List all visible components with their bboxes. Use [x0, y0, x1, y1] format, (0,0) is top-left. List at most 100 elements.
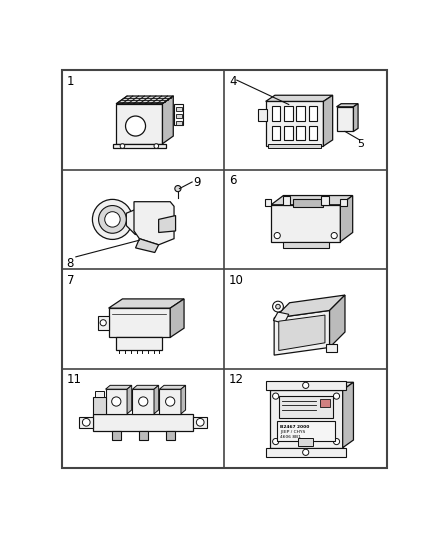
Circle shape: [105, 212, 120, 227]
Circle shape: [175, 185, 181, 192]
Bar: [272, 106, 280, 122]
Polygon shape: [170, 299, 184, 337]
Bar: [93, 414, 193, 431]
Polygon shape: [126, 209, 135, 235]
Text: 5: 5: [357, 139, 364, 149]
Bar: [284, 126, 293, 140]
Polygon shape: [353, 104, 358, 132]
Bar: [93, 397, 106, 414]
Polygon shape: [269, 390, 343, 448]
Circle shape: [154, 144, 159, 148]
Circle shape: [138, 397, 148, 406]
Circle shape: [303, 382, 309, 389]
Polygon shape: [109, 308, 170, 337]
Text: 1: 1: [67, 75, 74, 88]
Circle shape: [331, 232, 337, 239]
Bar: [176, 107, 182, 111]
Circle shape: [272, 301, 283, 312]
Circle shape: [99, 206, 126, 233]
Bar: [277, 421, 335, 441]
Bar: [309, 106, 317, 122]
Circle shape: [276, 304, 280, 309]
Bar: [258, 109, 267, 122]
Bar: [266, 381, 346, 390]
Bar: [166, 431, 175, 440]
Circle shape: [120, 144, 125, 148]
Polygon shape: [159, 389, 181, 414]
Bar: [265, 199, 271, 206]
Polygon shape: [336, 107, 353, 132]
Bar: [117, 337, 162, 350]
Polygon shape: [162, 96, 173, 144]
Polygon shape: [117, 96, 173, 104]
Polygon shape: [274, 295, 345, 318]
Text: 12: 12: [229, 373, 244, 386]
Polygon shape: [106, 385, 132, 389]
Text: 8: 8: [67, 257, 74, 270]
Text: 7: 7: [67, 274, 74, 287]
Polygon shape: [271, 205, 340, 242]
Circle shape: [92, 199, 132, 239]
Bar: [309, 126, 317, 140]
Polygon shape: [132, 389, 154, 414]
Polygon shape: [106, 389, 127, 414]
Bar: [266, 448, 346, 457]
Text: 9: 9: [194, 176, 201, 189]
Bar: [176, 114, 182, 118]
Text: JEEP / CHYS: JEEP / CHYS: [280, 430, 306, 434]
Bar: [95, 391, 104, 397]
Bar: [279, 396, 333, 418]
Circle shape: [82, 418, 90, 426]
Polygon shape: [159, 385, 186, 389]
Text: 6: 6: [229, 174, 237, 187]
Circle shape: [274, 232, 280, 239]
Bar: [284, 106, 293, 122]
Circle shape: [196, 418, 204, 426]
Polygon shape: [323, 95, 332, 146]
Bar: [340, 199, 346, 206]
Bar: [320, 399, 330, 407]
Bar: [193, 417, 207, 427]
Polygon shape: [154, 385, 159, 414]
Polygon shape: [274, 310, 329, 355]
Bar: [326, 344, 336, 352]
Bar: [293, 199, 323, 207]
Circle shape: [333, 393, 339, 399]
Bar: [321, 196, 329, 205]
Text: 4606 8B1: 4606 8B1: [280, 434, 301, 439]
Circle shape: [303, 449, 309, 455]
Polygon shape: [273, 312, 289, 324]
Polygon shape: [279, 315, 325, 351]
Circle shape: [272, 393, 279, 399]
Polygon shape: [266, 95, 332, 101]
Bar: [283, 242, 329, 248]
Text: B2467 2000: B2467 2000: [280, 425, 310, 429]
Polygon shape: [181, 385, 186, 414]
Polygon shape: [329, 295, 345, 348]
Polygon shape: [343, 382, 353, 448]
Polygon shape: [336, 104, 358, 107]
Circle shape: [166, 397, 175, 406]
Polygon shape: [132, 385, 159, 389]
Bar: [297, 126, 305, 140]
Polygon shape: [109, 299, 184, 308]
Bar: [113, 144, 166, 148]
Circle shape: [112, 397, 121, 406]
Bar: [297, 106, 305, 122]
Circle shape: [126, 116, 145, 136]
Circle shape: [333, 439, 339, 445]
Polygon shape: [134, 201, 174, 245]
Polygon shape: [269, 382, 353, 390]
Bar: [268, 144, 321, 148]
Bar: [79, 417, 93, 427]
Bar: [112, 431, 121, 440]
Circle shape: [272, 439, 279, 445]
Bar: [174, 104, 183, 125]
Polygon shape: [127, 385, 132, 414]
Bar: [272, 126, 280, 140]
Polygon shape: [135, 239, 159, 253]
Circle shape: [100, 320, 106, 326]
Text: 4: 4: [229, 75, 237, 88]
Polygon shape: [117, 104, 162, 144]
Polygon shape: [98, 316, 109, 330]
